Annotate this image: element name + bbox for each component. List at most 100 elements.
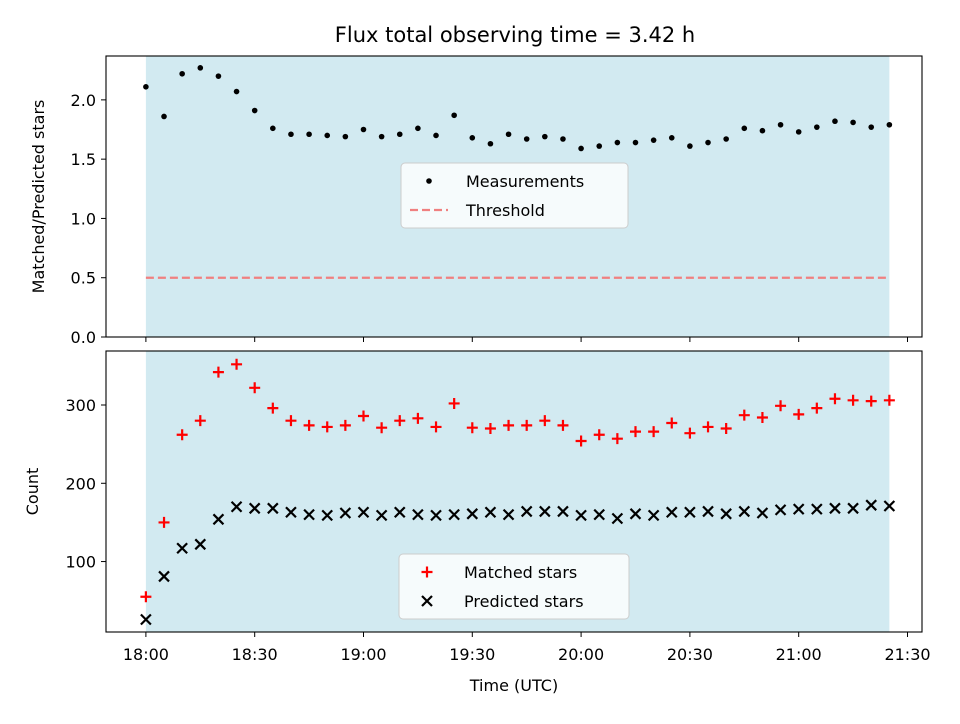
- data-point: [738, 409, 750, 421]
- data-point: [578, 145, 584, 152]
- chart-panel-2: 18:00 18:30 19:00 19:30 20:00 20:30 21:00 21:30…: [23, 350, 931, 695]
- legend-swatch: [421, 566, 433, 578]
- data-point: [378, 133, 385, 140]
- data-point: [285, 415, 297, 427]
- data-point: [231, 358, 243, 370]
- data-point: [251, 107, 258, 114]
- data-point: [575, 509, 587, 522]
- legend-swatch: [426, 178, 432, 184]
- data-point: [520, 505, 533, 518]
- data-point: [357, 410, 369, 422]
- data-point: [484, 506, 497, 519]
- data-point: [303, 419, 315, 431]
- data-point: [687, 143, 693, 149]
- data-point: [684, 506, 696, 519]
- data-point: [342, 133, 349, 140]
- data-point: [487, 140, 494, 147]
- data-point: [430, 421, 442, 433]
- data-point: [339, 419, 351, 431]
- data-point: [847, 394, 859, 406]
- data-point: [194, 538, 207, 551]
- data-point: [360, 126, 367, 133]
- series-matched-stars: [140, 358, 895, 603]
- data-point: [303, 508, 315, 521]
- data-point: [376, 422, 388, 434]
- data-point: [161, 113, 167, 120]
- data-point: [539, 415, 551, 427]
- series-predicted-stars: [140, 499, 896, 626]
- data-point: [865, 499, 878, 511]
- data-point: [850, 119, 856, 126]
- data-point: [339, 507, 352, 519]
- data-point: [539, 505, 551, 518]
- data-point: [883, 500, 896, 512]
- data-point: [829, 502, 841, 515]
- data-point: [375, 509, 388, 522]
- data-point: [433, 132, 439, 139]
- legend-label: Threshold: [465, 201, 545, 220]
- data-point: [777, 121, 784, 128]
- y-axis-label: Count: [23, 468, 42, 516]
- data-point: [648, 426, 660, 438]
- data-point: [194, 415, 206, 427]
- data-point: [629, 426, 641, 438]
- data-point: [738, 505, 751, 518]
- data-point: [158, 570, 170, 583]
- x-axis-label: Time (UTC): [469, 676, 558, 695]
- figure-title: Flux total observing time = 3.42 h: [335, 23, 695, 47]
- data-point: [143, 84, 149, 90]
- data-point: [593, 508, 606, 521]
- data-point: [503, 419, 515, 431]
- data-point: [505, 131, 512, 138]
- data-point: [469, 135, 476, 141]
- data-point: [759, 127, 766, 134]
- data-point: [176, 429, 188, 441]
- data-point: [756, 507, 769, 519]
- data-point: [176, 542, 188, 555]
- legend-swatch: [421, 595, 433, 607]
- data-point: [212, 513, 225, 526]
- data-point: [233, 88, 240, 95]
- legend-label: Matched stars: [464, 563, 577, 582]
- legend-box: [400, 162, 629, 229]
- legend: Matched stars Predicted stars: [398, 553, 630, 620]
- y-tick-label: 0.5: [71, 269, 96, 288]
- y-axis-label: Matched/Predicted stars: [29, 100, 48, 294]
- x-tick-label: 18:00: [123, 645, 169, 664]
- x-tick-label: 20:30: [667, 645, 713, 664]
- legend-label: Measurements: [466, 172, 584, 191]
- data-point: [629, 508, 642, 520]
- y-tick-label: 0.0: [71, 328, 96, 347]
- data-point: [430, 509, 442, 522]
- chart-panel-1: 0.0 0.5 1.0 1.5 2.0 Matched/Predicted stars Me…: [29, 55, 923, 347]
- x-tick-label: 18:30: [232, 645, 278, 664]
- x-tick-label: 19:30: [449, 645, 495, 664]
- axes-frame: [105, 350, 923, 633]
- data-point: [614, 139, 621, 146]
- data-point: [720, 422, 732, 434]
- data-point: [775, 400, 787, 412]
- data-point: [557, 419, 569, 431]
- data-point: [702, 421, 714, 433]
- legend: Measurements Threshold: [400, 162, 629, 229]
- data-point: [267, 502, 279, 515]
- y-tick-label: 2.0: [71, 91, 96, 110]
- data-point: [832, 118, 838, 125]
- data-point: [647, 509, 660, 522]
- data-point: [611, 433, 623, 445]
- data-point: [795, 129, 802, 135]
- data-point: [741, 125, 748, 132]
- data-point: [140, 591, 152, 603]
- data-point: [321, 421, 333, 433]
- data-point: [557, 505, 569, 518]
- data-point: [248, 502, 261, 515]
- data-point: [393, 506, 406, 519]
- data-point: [285, 506, 297, 519]
- data-point: [723, 136, 729, 142]
- data-point: [705, 139, 711, 146]
- data-point: [702, 505, 714, 518]
- data-point: [811, 402, 823, 414]
- axes-frame: [105, 55, 923, 338]
- legend-label: Predicted stars: [464, 592, 584, 611]
- data-point: [886, 121, 893, 128]
